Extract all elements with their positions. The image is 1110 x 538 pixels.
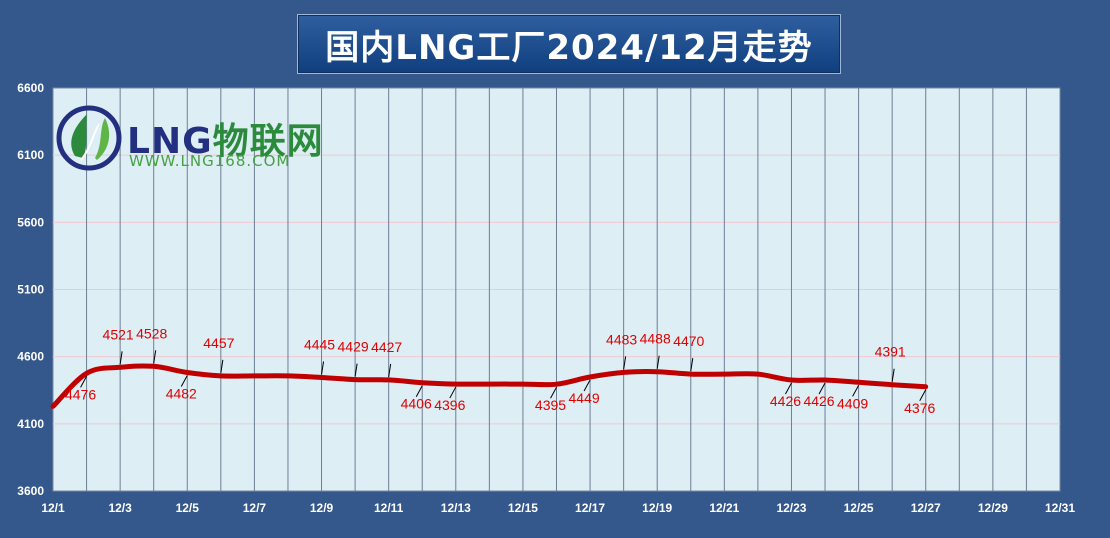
logo-brand-cn: 物联网 bbox=[212, 121, 324, 162]
series-line bbox=[50, 363, 929, 409]
label-leader-line bbox=[583, 379, 591, 392]
x-tick-label: 12/21 bbox=[709, 501, 739, 515]
data-label: 4406 bbox=[401, 396, 432, 412]
y-tick-label: 3600 bbox=[17, 484, 44, 498]
data-label: 4482 bbox=[166, 386, 197, 402]
x-tick-label: 12/27 bbox=[911, 501, 941, 515]
data-label: 4483 bbox=[606, 331, 637, 347]
data-label: 4426 bbox=[803, 393, 834, 409]
logo-leaf-icon bbox=[56, 105, 122, 171]
y-tick-label: 4100 bbox=[17, 417, 44, 431]
logo-brand-lng: LNG bbox=[127, 121, 213, 162]
label-leader-line bbox=[220, 359, 224, 373]
label-leader-line bbox=[180, 375, 188, 387]
y-tick-label: 4600 bbox=[17, 350, 44, 364]
label-leader-line bbox=[623, 356, 627, 370]
y-tick-label: 5600 bbox=[17, 215, 44, 229]
x-tick-label: 12/17 bbox=[575, 501, 605, 515]
data-label: 4429 bbox=[338, 339, 369, 355]
x-tick-label: 12/11 bbox=[374, 501, 404, 515]
data-label: 4457 bbox=[203, 335, 234, 351]
data-label: 4427 bbox=[371, 339, 402, 355]
data-label: 4528 bbox=[136, 325, 167, 341]
x-tick-label: 12/29 bbox=[978, 501, 1008, 515]
x-tick-label: 12/9 bbox=[310, 501, 334, 515]
x-tick-label: 12/31 bbox=[1045, 501, 1075, 515]
label-leader-line bbox=[321, 361, 325, 375]
label-leader-line bbox=[415, 385, 423, 397]
data-label: 4409 bbox=[837, 395, 868, 411]
data-label: 4488 bbox=[640, 331, 671, 347]
chart-title: 国内LNG工厂2024/12月走势 bbox=[325, 27, 813, 68]
data-label: 4521 bbox=[103, 326, 134, 342]
data-label: 4449 bbox=[568, 390, 599, 406]
data-label: 4445 bbox=[304, 336, 335, 352]
lng-logo: LNG物联网 WWW.LNG168.COM bbox=[55, 102, 335, 174]
y-tick-label: 6100 bbox=[17, 148, 44, 162]
data-label: 4470 bbox=[673, 333, 704, 349]
label-leader-line bbox=[550, 386, 557, 399]
label-leader-line bbox=[656, 355, 660, 369]
x-tick-label: 12/13 bbox=[441, 501, 471, 515]
data-label: 4395 bbox=[535, 397, 566, 413]
x-tick-label: 12/5 bbox=[176, 501, 200, 515]
data-label: 4396 bbox=[434, 397, 465, 413]
y-tick-label: 6600 bbox=[17, 81, 44, 95]
logo-brand: LNG物联网 bbox=[127, 112, 324, 164]
label-leader-line bbox=[119, 351, 123, 365]
data-label: 4476 bbox=[65, 386, 96, 402]
logo-url: WWW.LNG168.COM bbox=[129, 152, 291, 170]
x-tick-label: 12/3 bbox=[108, 501, 132, 515]
x-tick-label: 12/1 bbox=[41, 501, 65, 515]
x-tick-label: 12/19 bbox=[642, 501, 672, 515]
label-leader-line bbox=[153, 350, 157, 364]
label-leader-line bbox=[852, 385, 860, 397]
x-tick-label: 12/7 bbox=[243, 501, 267, 515]
label-leader-line bbox=[919, 389, 927, 401]
label-leader-line bbox=[818, 382, 826, 395]
label-leader-line bbox=[891, 368, 895, 382]
data-label: 4426 bbox=[770, 393, 801, 409]
x-tick-label: 12/15 bbox=[508, 501, 538, 515]
label-leader-line bbox=[388, 363, 392, 377]
label-leader-line bbox=[785, 382, 792, 395]
chart-title-box: 国内LNG工厂2024/12月走势 bbox=[297, 14, 841, 74]
label-leader-line bbox=[449, 386, 457, 399]
x-tick-label: 12/23 bbox=[776, 501, 806, 515]
x-tick-label: 12/25 bbox=[844, 501, 874, 515]
label-leader-line bbox=[80, 376, 88, 388]
data-label: 4376 bbox=[904, 400, 935, 416]
y-tick-label: 5100 bbox=[17, 283, 44, 297]
label-leader-line bbox=[354, 363, 358, 377]
data-label: 4391 bbox=[875, 344, 906, 360]
label-leader-line bbox=[690, 358, 694, 372]
